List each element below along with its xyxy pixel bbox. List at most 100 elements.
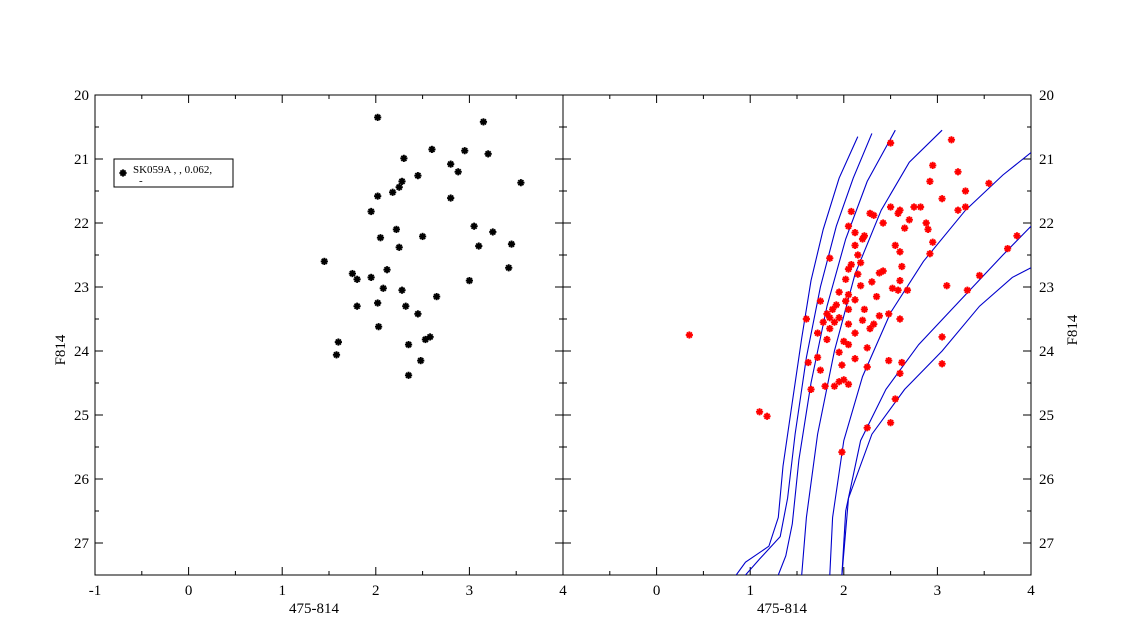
y-tick-label: 27 — [74, 536, 90, 552]
data-point — [838, 448, 846, 456]
data-point — [887, 203, 895, 211]
data-point — [868, 278, 876, 286]
data-point — [851, 329, 859, 337]
x-axis-title: 475-814 — [757, 601, 807, 617]
x-tick-label: 3 — [466, 583, 474, 599]
data-point — [838, 361, 846, 369]
data-point — [320, 257, 328, 265]
isochrone-line-1 — [735, 136, 859, 575]
data-point — [975, 271, 984, 280]
data-point — [465, 277, 473, 285]
isochrone-group — [735, 129, 1031, 575]
data-point — [887, 419, 895, 427]
data-point — [835, 288, 843, 296]
data-point — [374, 299, 382, 307]
data-point — [947, 136, 956, 144]
data-point — [383, 266, 391, 274]
data-point — [844, 222, 853, 230]
data-point — [400, 154, 408, 162]
legend-marker — [119, 169, 127, 177]
isochrone-line-4 — [801, 129, 943, 575]
data-point — [858, 316, 867, 324]
data-point — [926, 250, 934, 258]
data-point — [332, 351, 341, 359]
data-point — [828, 305, 837, 313]
data-point — [389, 188, 397, 196]
data-point — [887, 139, 895, 147]
data-point — [885, 310, 893, 318]
data-point — [844, 265, 853, 273]
data-point — [842, 275, 850, 283]
y-tick-label: 20 — [1039, 88, 1054, 104]
data-point — [804, 358, 812, 367]
data-point — [916, 203, 925, 211]
data-point — [489, 228, 497, 236]
data-point — [905, 216, 913, 224]
data-point — [348, 269, 356, 278]
data-point — [461, 147, 469, 155]
data-point — [898, 358, 906, 367]
y-tick-label: 25 — [1039, 408, 1054, 424]
data-point — [954, 168, 962, 176]
data-point — [685, 331, 693, 339]
data-point — [421, 335, 430, 344]
y-tick-label: 20 — [74, 88, 89, 104]
x-tick-label: 3 — [934, 583, 942, 599]
data-point — [866, 325, 874, 333]
data-point — [807, 385, 815, 393]
data-point — [851, 229, 859, 237]
data-point — [763, 412, 771, 420]
y-tick-label: 27 — [1039, 536, 1055, 552]
data-point — [475, 242, 483, 250]
data-point — [395, 243, 403, 251]
data-point — [929, 161, 937, 169]
data-point — [823, 310, 831, 318]
data-point — [433, 293, 441, 301]
data-point — [505, 264, 513, 272]
data-point — [835, 348, 843, 356]
data-point — [826, 325, 834, 333]
data-point — [374, 113, 382, 121]
plot-frame — [562, 94, 1032, 576]
data-point — [879, 219, 887, 227]
y-tick-label: 22 — [74, 216, 89, 232]
data-point — [830, 382, 839, 390]
data-point — [414, 172, 422, 180]
y-tick-label: 26 — [1039, 472, 1055, 488]
x-tick-label: 4 — [1027, 583, 1035, 599]
data-point — [835, 314, 843, 322]
data-point — [840, 376, 848, 384]
data-point — [922, 219, 930, 227]
data-point — [447, 194, 455, 202]
data-point — [375, 323, 383, 331]
x-tick-label: 1 — [278, 583, 286, 599]
x-axis-title: 475-814 — [289, 601, 339, 617]
data-point — [854, 270, 862, 278]
data-point — [816, 297, 824, 305]
data-point — [854, 251, 862, 259]
data-point — [985, 179, 993, 187]
data-point — [879, 267, 887, 275]
isochrone-line-6 — [841, 225, 1031, 575]
data-point — [334, 338, 342, 346]
data-point — [847, 261, 855, 269]
data-point — [840, 337, 848, 345]
data-point — [938, 195, 946, 203]
x-tick-label: 1 — [746, 583, 754, 599]
data-point — [419, 232, 427, 241]
legend-box — [113, 158, 234, 188]
data-point — [961, 187, 970, 195]
data-point — [447, 160, 455, 168]
data-point — [398, 177, 406, 185]
data-point — [428, 145, 436, 153]
data-point — [851, 241, 859, 249]
data-point — [353, 302, 361, 310]
data-point — [802, 315, 810, 323]
data-point — [910, 203, 918, 211]
data-point — [517, 179, 525, 187]
y-tick-label: 22 — [1039, 216, 1054, 232]
data-point — [823, 335, 831, 344]
data-point — [826, 314, 834, 322]
data-point — [901, 224, 909, 232]
data-point — [896, 277, 904, 285]
